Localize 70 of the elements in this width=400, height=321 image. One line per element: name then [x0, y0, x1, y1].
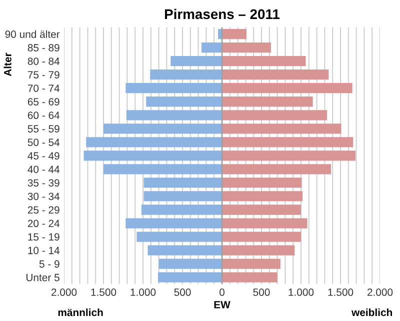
bar [148, 245, 222, 256]
bar [222, 42, 271, 53]
bar [222, 70, 329, 80]
y-tick-label: 25 - 29 [28, 206, 60, 214]
bar [86, 137, 222, 148]
bar [170, 56, 222, 66]
bar [222, 204, 301, 215]
bar [222, 83, 352, 94]
bar [126, 218, 222, 228]
y-tick-label: 30 - 34 [28, 192, 60, 200]
bar [222, 150, 356, 161]
y-tick-label: 10 - 14 [28, 246, 60, 254]
bar [201, 42, 222, 53]
bar [222, 258, 280, 269]
bar [158, 258, 222, 269]
y-tick-label: 20 - 24 [28, 220, 60, 228]
x-tick-label: 1.500 [91, 288, 116, 296]
y-axis-title: Alter [4, 52, 12, 76]
bar [144, 191, 222, 202]
text: männlich [58, 308, 103, 316]
bar [222, 110, 328, 120]
y-tick-label: 45 - 49 [28, 152, 60, 160]
bar [158, 272, 222, 282]
bar [104, 124, 222, 134]
y-tick-label: 50 - 54 [28, 138, 60, 146]
bar [136, 232, 222, 242]
chart-title: Pirmasens – 2011 [165, 8, 280, 20]
bar [126, 83, 222, 94]
y-tick-label: 35 - 39 [28, 179, 60, 187]
x-tick-label: 0 [220, 288, 224, 296]
bar [222, 124, 342, 134]
y-tick-label: 90 und älter [5, 30, 60, 38]
x-tick-label: 1.000 [288, 288, 314, 296]
y-tick-label: 5 - 9 [39, 260, 60, 268]
bar [150, 70, 222, 80]
bar [141, 204, 222, 215]
bar [222, 232, 301, 242]
bar [222, 178, 302, 188]
y-tick-label: 65 - 69 [28, 98, 60, 106]
bar [222, 56, 306, 66]
text: weiblich [352, 308, 392, 316]
bar [222, 245, 295, 256]
x-axis-title: EW [214, 301, 230, 308]
bar [104, 164, 222, 174]
y-tick-label: Unter 5 [26, 274, 60, 282]
bar [222, 137, 354, 148]
x-tick-label: 500 [174, 288, 191, 296]
bar [144, 178, 222, 188]
bar [222, 96, 313, 107]
y-tick-label: 15 - 19 [28, 233, 60, 241]
y-tick-label: 85 - 89 [28, 44, 60, 52]
bar [222, 272, 278, 282]
bar [222, 28, 246, 40]
y-tick-label: 55 - 59 [28, 125, 60, 133]
x-tick-label: 2.000 [367, 288, 393, 296]
x-tick-label: 1.500 [328, 288, 354, 296]
x-tick-label: 2.000 [51, 288, 77, 296]
bar [222, 191, 303, 202]
y-tick-label: 70 - 74 [28, 84, 60, 92]
y-tick-label: 60 - 64 [28, 112, 60, 120]
bar [222, 164, 332, 174]
y-tick-label: 40 - 44 [28, 166, 60, 174]
bar [126, 110, 222, 120]
x-tick-label: 1.000 [130, 288, 156, 296]
bar [84, 150, 222, 161]
bar [222, 218, 308, 228]
bar [146, 96, 222, 107]
x-tick-label: 500 [253, 288, 270, 296]
y-tick-label: 80 - 84 [28, 58, 60, 65]
y-tick-label: 75 - 79 [28, 71, 60, 78]
